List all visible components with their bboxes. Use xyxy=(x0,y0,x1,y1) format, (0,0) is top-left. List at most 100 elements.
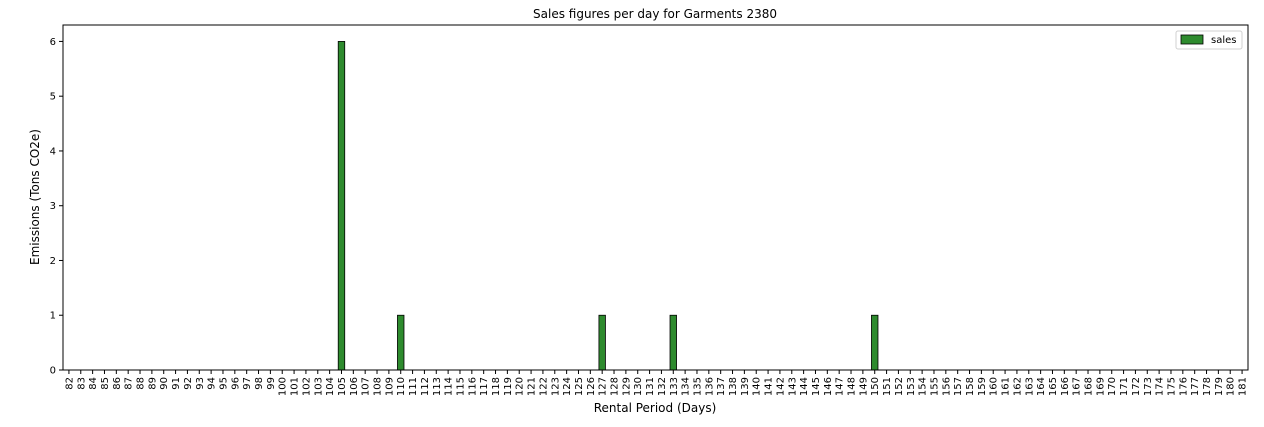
x-tick-label: 85 xyxy=(100,377,111,390)
x-tick-label: 155 xyxy=(929,377,940,396)
bar-150 xyxy=(871,314,879,371)
x-tick-label: 145 xyxy=(811,377,822,396)
x-tick-label: 94 xyxy=(207,377,218,390)
x-tick-label: 137 xyxy=(716,377,727,396)
x-tick-label: 124 xyxy=(562,377,573,396)
x-tick-label: 158 xyxy=(965,377,976,396)
y-axis-title: Emissions (Tons CO2e) xyxy=(28,129,42,265)
x-tick-label: 117 xyxy=(479,377,490,396)
x-tick-label: 98 xyxy=(254,377,265,390)
y-tick-label: 1 xyxy=(50,311,56,322)
plot-frame xyxy=(62,24,1249,371)
y-tick-label: 5 xyxy=(50,92,56,103)
y-tick-label: 6 xyxy=(50,37,56,48)
legend-label: sales xyxy=(1211,35,1236,46)
x-tick-label: 97 xyxy=(242,377,253,390)
x-tick-label: 134 xyxy=(681,377,692,396)
x-tick-label: 135 xyxy=(692,377,703,396)
x-tick-label: 86 xyxy=(112,377,123,390)
legend-swatch xyxy=(1180,34,1204,45)
x-tick-label: 172 xyxy=(1131,377,1142,396)
x-tick-label: 108 xyxy=(373,377,384,396)
x-tick-label: 170 xyxy=(1107,377,1118,396)
x-tick-label: 127 xyxy=(598,377,609,396)
x-tick-label: 84 xyxy=(88,377,99,390)
x-tick-label: 176 xyxy=(1178,377,1189,396)
x-tick-label: 168 xyxy=(1084,377,1095,396)
x-tick-label: 165 xyxy=(1048,377,1059,396)
x-tick-label: 136 xyxy=(704,377,715,396)
y-tick-label: 4 xyxy=(50,146,56,157)
x-tick-label: 110 xyxy=(396,377,407,396)
x-tick-label: 114 xyxy=(444,377,455,396)
x-tick-label: 121 xyxy=(527,377,538,396)
x-tick-label: 147 xyxy=(835,377,846,396)
x-tick-label: 107 xyxy=(361,377,372,396)
x-tick-label: 99 xyxy=(266,377,277,390)
x-tick-label: 148 xyxy=(847,377,858,396)
x-tick-label: 106 xyxy=(349,377,360,396)
x-tick-label: 131 xyxy=(645,377,656,396)
x-tick-label: 146 xyxy=(823,377,834,396)
legend: sales xyxy=(1175,30,1243,50)
bar-127 xyxy=(598,314,606,371)
bar-133 xyxy=(669,314,677,371)
x-tick-label: 102 xyxy=(301,377,312,396)
x-tick-label: 174 xyxy=(1155,377,1166,396)
chart-title: Sales figures per day for Garments 2380 xyxy=(533,7,777,21)
x-tick-label: 93 xyxy=(195,377,206,390)
x-tick-label: 83 xyxy=(76,377,87,390)
x-tick-label: 82 xyxy=(64,377,75,390)
x-tick-label: 157 xyxy=(953,377,964,396)
x-tick-label: 130 xyxy=(633,377,644,396)
x-tick-label: 160 xyxy=(989,377,1000,396)
x-tick-label: 90 xyxy=(159,377,170,390)
x-tick-label: 126 xyxy=(586,377,597,396)
x-tick-label: 123 xyxy=(550,377,561,396)
x-tick-label: 119 xyxy=(503,377,514,396)
x-tick-label: 92 xyxy=(183,377,194,390)
x-tick-label: 162 xyxy=(1012,377,1023,396)
x-tick-label: 139 xyxy=(740,377,751,396)
x-axis: 82 83 84 85 86 87 88 89 90 91 92 93 94 95 96 97 98 99 100 1… xyxy=(64,370,1249,396)
x-tick-label: 153 xyxy=(906,377,917,396)
x-tick-label: 180 xyxy=(1226,377,1237,396)
x-tick-label: 138 xyxy=(728,377,739,396)
x-tick-label: 175 xyxy=(1166,377,1177,396)
x-tick-label: 151 xyxy=(882,377,893,396)
x-tick-label: 89 xyxy=(147,377,158,390)
x-tick-label: 95 xyxy=(218,377,229,390)
x-tick-label: 128 xyxy=(610,377,621,396)
x-tick-label: 173 xyxy=(1143,377,1154,396)
x-tick-label: 100 xyxy=(278,377,289,396)
x-tick-label: 103 xyxy=(313,377,324,396)
x-tick-label: 143 xyxy=(787,377,798,396)
x-tick-label: 96 xyxy=(230,377,241,390)
x-tick-label: 125 xyxy=(574,377,585,396)
x-tick-label: 166 xyxy=(1060,377,1071,396)
x-tick-label: 87 xyxy=(124,377,135,390)
x-tick-label: 152 xyxy=(894,377,905,396)
x-tick-label: 112 xyxy=(420,377,431,396)
y-tick-label: 3 xyxy=(50,201,56,212)
x-tick-label: 111 xyxy=(408,377,419,396)
x-tick-label: 122 xyxy=(538,377,549,396)
x-tick-label: 159 xyxy=(977,377,988,396)
x-tick-label: 101 xyxy=(290,377,301,396)
x-tick-label: 120 xyxy=(515,377,526,396)
x-tick-label: 129 xyxy=(621,377,632,396)
x-tick-label: 109 xyxy=(384,377,395,396)
x-tick-label: 177 xyxy=(1190,377,1201,396)
x-tick-label: 104 xyxy=(325,377,336,396)
y-axis: 0 1 2 3 4 5 6 xyxy=(50,37,63,377)
x-tick-label: 156 xyxy=(941,377,952,396)
x-tick-label: 163 xyxy=(1024,377,1035,396)
x-tick-label: 141 xyxy=(764,377,775,396)
x-tick-label: 91 xyxy=(171,377,182,390)
x-tick-label: 179 xyxy=(1214,377,1225,396)
x-axis-title: Rental Period (Days) xyxy=(594,401,717,415)
x-tick-label: 149 xyxy=(858,377,869,396)
x-tick-label: 164 xyxy=(1036,377,1047,396)
x-tick-label: 105 xyxy=(337,377,348,396)
